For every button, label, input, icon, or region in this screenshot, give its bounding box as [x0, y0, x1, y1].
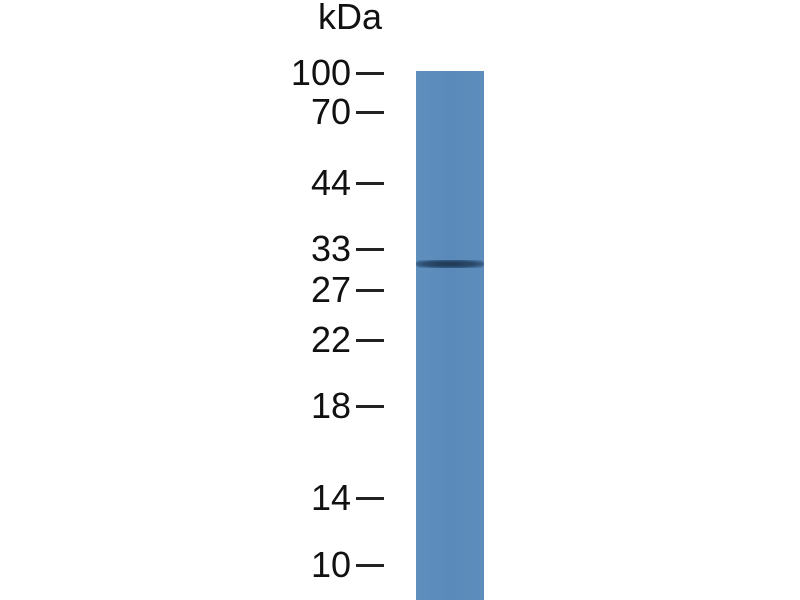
marker-tick — [356, 288, 384, 292]
marker-18: 18 — [311, 388, 384, 424]
marker-22: 22 — [311, 322, 384, 358]
marker-label: 10 — [310, 544, 351, 585]
marker-tick — [356, 247, 384, 251]
marker-tick — [356, 404, 384, 408]
marker-label: 27 — [310, 269, 351, 310]
marker-label: 22 — [310, 319, 351, 360]
unit-label: kDa — [318, 0, 383, 37]
marker-10: 10 — [311, 547, 384, 583]
marker-label: 100 — [290, 52, 351, 93]
marker-tick — [356, 110, 384, 114]
marker-27: 27 — [311, 272, 384, 308]
blot-lane — [416, 71, 484, 600]
marker-tick — [356, 181, 384, 185]
marker-33: 33 — [311, 231, 384, 267]
marker-14: 14 — [311, 480, 384, 516]
marker-100: 100 — [291, 55, 384, 91]
marker-70: 70 — [311, 94, 384, 130]
marker-label: 18 — [310, 385, 351, 426]
marker-label: 14 — [310, 477, 351, 518]
marker-44: 44 — [311, 165, 384, 201]
marker-label: 44 — [310, 162, 351, 203]
marker-label: 70 — [310, 91, 351, 132]
marker-tick — [356, 563, 384, 567]
protein-band — [416, 260, 484, 268]
marker-label: 33 — [310, 228, 351, 269]
marker-tick — [356, 496, 384, 500]
marker-tick — [356, 71, 384, 75]
marker-tick — [356, 338, 384, 342]
